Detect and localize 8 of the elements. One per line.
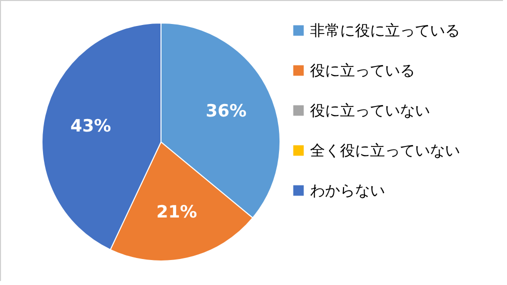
- legend-label: 非常に役に立っている: [310, 22, 460, 40]
- legend-label: 全く役に立っていない: [310, 142, 460, 160]
- data-label: 43%: [70, 116, 112, 136]
- legend-label: わからない: [310, 182, 385, 200]
- legend-label: 役に立っている: [310, 62, 415, 80]
- data-label: 36%: [206, 101, 246, 122]
- data-label: 21%: [156, 202, 198, 222]
- legend-label: 役に立っていない: [310, 102, 430, 120]
